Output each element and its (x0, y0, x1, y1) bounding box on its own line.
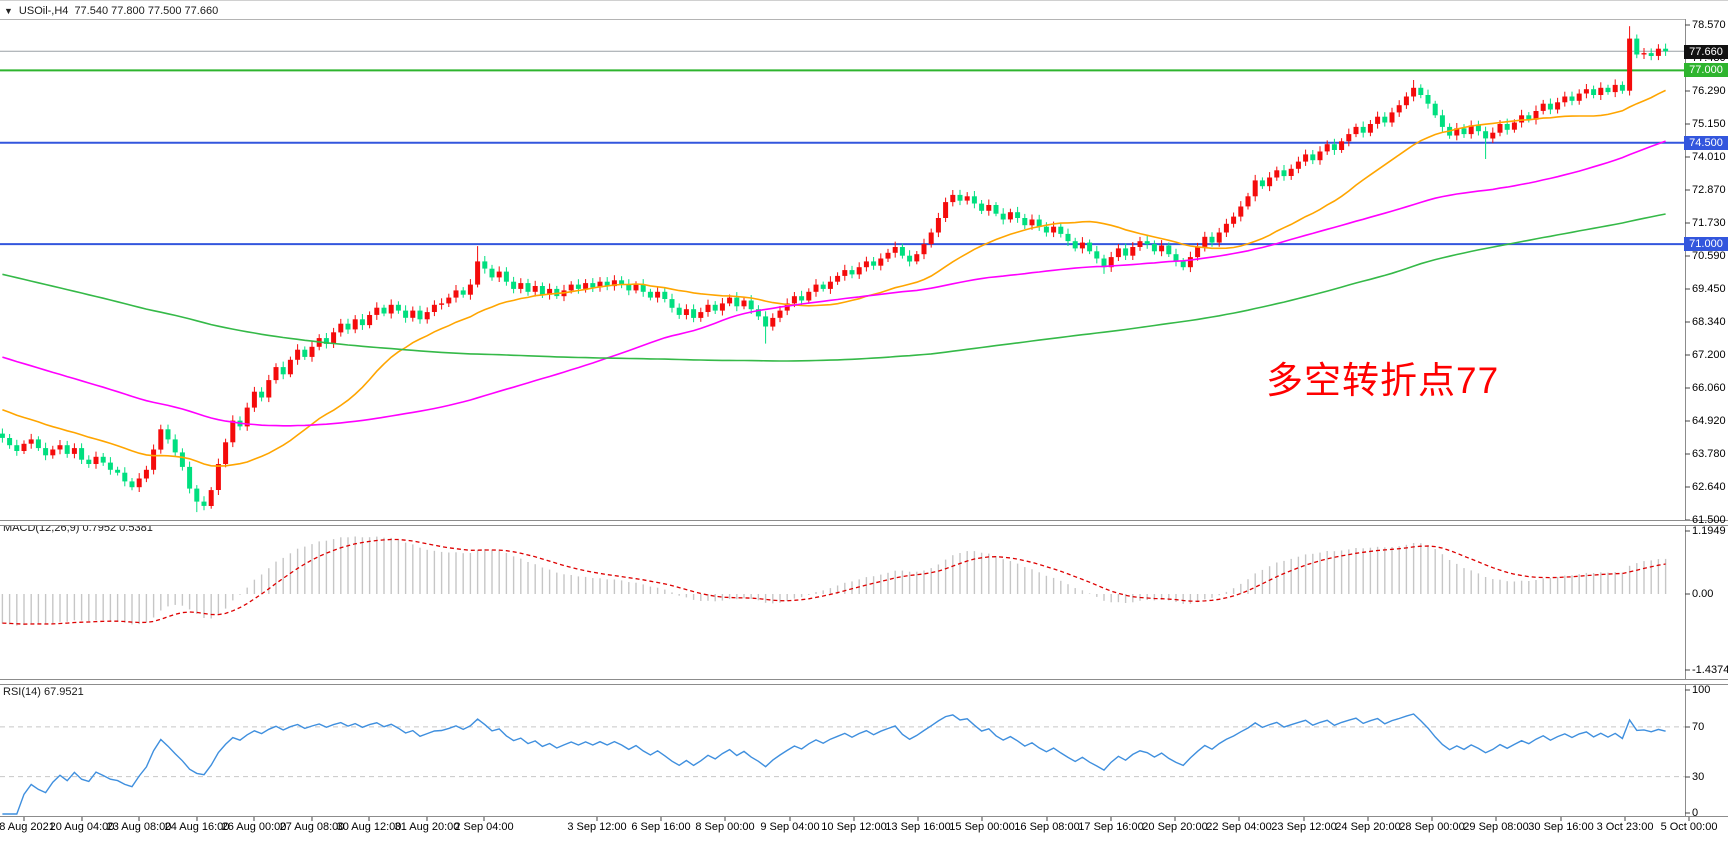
time-label: 27 Aug 08:00 (279, 821, 345, 833)
candles-layer (0, 26, 1669, 513)
price-label-72.870: 72.870 (1692, 184, 1726, 196)
time-label: 9 Sep 04:00 (760, 821, 820, 833)
time-label: 22 Sep 04:00 (1206, 821, 1272, 833)
time-label: 30 Sep 16:00 (1528, 821, 1594, 833)
price-label-63.780: 63.780 (1692, 448, 1726, 460)
rsi-line (2, 713, 1666, 815)
rsi-axis-label-0: 0 (1692, 807, 1699, 819)
price-label-62.640: 62.640 (1692, 481, 1726, 493)
time-label: 8 Sep 00:00 (695, 821, 755, 833)
time-label: 16 Sep 08:00 (1014, 821, 1080, 833)
price-label-68.340: 68.340 (1692, 316, 1726, 328)
time-label: 29 Sep 08:00 (1463, 821, 1529, 833)
time-label: 28 Sep 00:00 (1399, 821, 1465, 833)
time-label: 18 Aug 2021 (0, 821, 55, 833)
chevron-down-icon[interactable]: ▼ (4, 6, 13, 16)
time-label: 5 Oct 00:00 (1660, 821, 1718, 833)
time-label: 3 Oct 23:00 (1596, 821, 1654, 833)
rsi-axis-label-100: 100 (1692, 684, 1711, 696)
pane-divider-rsi[interactable] (0, 679, 1728, 685)
time-label: 6 Sep 16:00 (631, 821, 691, 833)
ma-fast-line (2, 89, 1666, 467)
pane-divider-macd[interactable] (0, 520, 1728, 526)
rsi-indicator-label: RSI(14) 67.9521 (3, 686, 84, 698)
time-label: 2 Sep 04:00 (454, 821, 514, 833)
symbol-period-label: USOil-,H4 (18, 5, 69, 17)
price-label-74.010: 74.010 (1692, 151, 1726, 163)
ohlc-readout: 77.540 77.800 77.500 77.660 (74, 5, 219, 17)
rsi-axis-label-30: 30 (1692, 771, 1705, 783)
time-label: 24 Aug 16:00 (164, 821, 230, 833)
time-label: 31 Aug 20:00 (394, 821, 460, 833)
price-label-64.920: 64.920 (1692, 415, 1726, 427)
horizontal-lines[interactable] (0, 50, 1685, 246)
time-label: 15 Sep 00:00 (949, 821, 1015, 833)
time-label: 30 Aug 12:00 (336, 821, 402, 833)
price-box-77.660: 77.660 (1684, 45, 1728, 59)
time-label: 20 Sep 20:00 (1142, 821, 1208, 833)
time-label: 23 Aug 08:00 (106, 821, 172, 833)
price-label-69.450: 69.450 (1692, 283, 1726, 295)
price-box-77.000: 77.000 (1684, 63, 1728, 77)
time-label: 26 Aug 00:00 (221, 821, 287, 833)
rsi-axis-label-70: 70 (1692, 721, 1705, 733)
macd-signal-line (2, 538, 1666, 625)
price-box-71.000: 71.000 (1684, 237, 1728, 251)
price-label-75.150: 75.150 (1692, 118, 1726, 130)
macd-histogram (1, 536, 1667, 626)
macd-axis-label-0.00: 0.00 (1692, 588, 1714, 600)
ma-mid-line (2, 140, 1666, 427)
annotation-text[interactable]: 多空转折点77 (1266, 360, 1500, 401)
macd-axis-label-1.1949: 1.1949 (1692, 525, 1726, 537)
price-label-71.730: 71.730 (1692, 217, 1726, 229)
macd-axis-label--1.4374: -1.4374 (1692, 664, 1728, 676)
chart-title-bar: ▼ USOil-,H4 77.540 77.800 77.500 77.660 (4, 4, 218, 18)
ma-slow-line (2, 213, 1666, 362)
price-label-76.290: 76.290 (1692, 85, 1726, 97)
price-label-67.200: 67.200 (1692, 349, 1726, 361)
time-label: 23 Sep 12:00 (1271, 821, 1337, 833)
time-label: 24 Sep 20:00 (1335, 821, 1401, 833)
price-label-70.590: 70.590 (1692, 250, 1726, 262)
price-label-61.500: 61.500 (1692, 514, 1726, 526)
time-label: 3 Sep 12:00 (567, 821, 627, 833)
price-label-66.060: 66.060 (1692, 382, 1726, 394)
price-box-74.500: 74.500 (1684, 136, 1728, 150)
time-label: 13 Sep 16:00 (885, 821, 951, 833)
time-label: 10 Sep 12:00 (821, 821, 887, 833)
price-label-78.570: 78.570 (1692, 19, 1726, 31)
time-label: 20 Aug 04:00 (49, 821, 115, 833)
time-label: 17 Sep 16:00 (1078, 821, 1144, 833)
